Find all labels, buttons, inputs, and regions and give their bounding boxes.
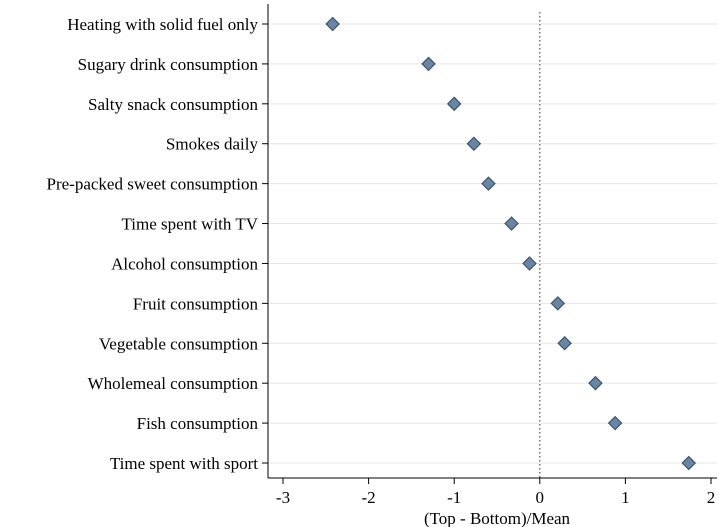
x-tick-label: 1 <box>621 488 630 507</box>
data-point <box>325 16 340 32</box>
x-axis-title: (Top - Bottom)/Mean <box>424 509 571 527</box>
x-ticks: -3 -2 -1 0 1 2 <box>276 478 715 507</box>
x-tick-label: 2 <box>707 488 716 507</box>
data-point <box>504 216 519 231</box>
x-tick-label: 0 <box>536 488 545 507</box>
y-tick-label: Heating with solid fuel only <box>67 15 258 34</box>
data-points <box>325 16 697 471</box>
y-tick-label: Sugary drink consumption <box>78 55 259 74</box>
data-point <box>550 296 566 311</box>
data-point <box>466 136 482 152</box>
data-point <box>522 256 537 271</box>
y-tick-label: Vegetable consumption <box>99 334 259 353</box>
data-point <box>681 455 697 471</box>
y-tick-label: Wholemeal consumption <box>88 374 259 393</box>
y-tick-label: Fruit consumption <box>133 294 259 313</box>
data-point <box>481 176 496 191</box>
x-tick-label: -3 <box>276 488 290 507</box>
x-tick-label: -2 <box>362 488 376 507</box>
data-point <box>588 375 603 391</box>
data-point <box>557 335 572 351</box>
y-tick-label: Time spent with TV <box>122 215 259 234</box>
axes <box>267 4 717 479</box>
y-tick-label: Pre-packed sweet consumption <box>47 175 259 194</box>
y-tick-label: Time spent with sport <box>110 454 258 473</box>
data-point <box>446 96 462 112</box>
y-tick-label: Salty snack consumption <box>88 95 258 114</box>
data-point <box>421 56 436 72</box>
data-point <box>607 415 623 431</box>
y-tick-label: Smokes daily <box>166 135 259 154</box>
y-tick-label: Fish consumption <box>137 414 259 433</box>
x-tick-label: -1 <box>447 488 461 507</box>
grid-lines <box>268 23 717 464</box>
y-tick-label: Alcohol consumption <box>111 254 258 273</box>
y-ticks: Heating with solid fuel only Sugary drink… <box>47 15 268 473</box>
